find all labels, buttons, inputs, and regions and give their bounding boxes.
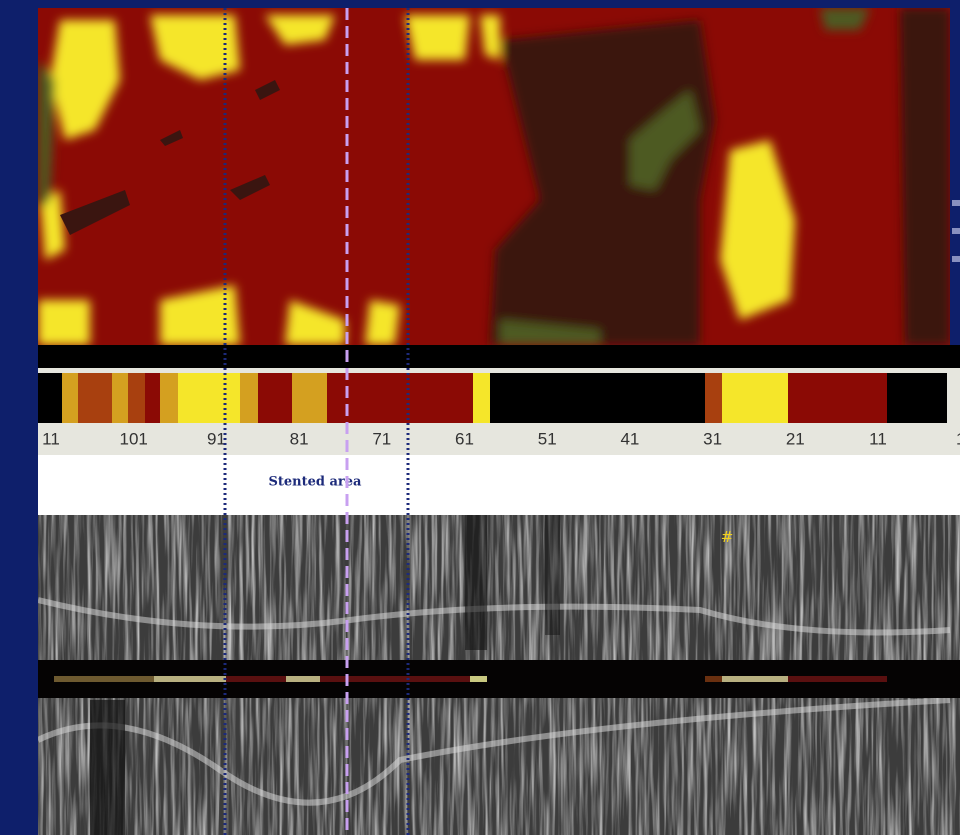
ultrasound: [38, 515, 960, 835]
color-strip: [38, 373, 947, 423]
color-map: [38, 8, 950, 345]
tick-label: 101: [120, 429, 148, 448]
page: 111019181716151413121111 Stented area # …: [0, 0, 960, 835]
sidebar: [0, 0, 38, 835]
tick-label: 71: [372, 429, 391, 448]
deco: [952, 228, 960, 234]
tick-label: 11: [869, 429, 887, 448]
annotation-band: [38, 455, 960, 515]
deco: [952, 256, 960, 262]
figure: 111019181716151413121111 Stented area #: [0, 0, 960, 835]
tick-label: 21: [786, 429, 805, 448]
tick-label: 61: [455, 429, 474, 448]
tick-label: 1: [956, 429, 960, 448]
tick-label: 11: [42, 429, 60, 448]
tick-label: 31: [703, 429, 722, 448]
tick-label: 51: [538, 429, 557, 448]
deco: [952, 200, 960, 206]
band: [38, 345, 960, 368]
tick-label: 91: [207, 429, 226, 448]
tick-label: 81: [290, 429, 309, 448]
tick-label: 41: [620, 429, 639, 448]
marker-label: #: [721, 528, 734, 546]
